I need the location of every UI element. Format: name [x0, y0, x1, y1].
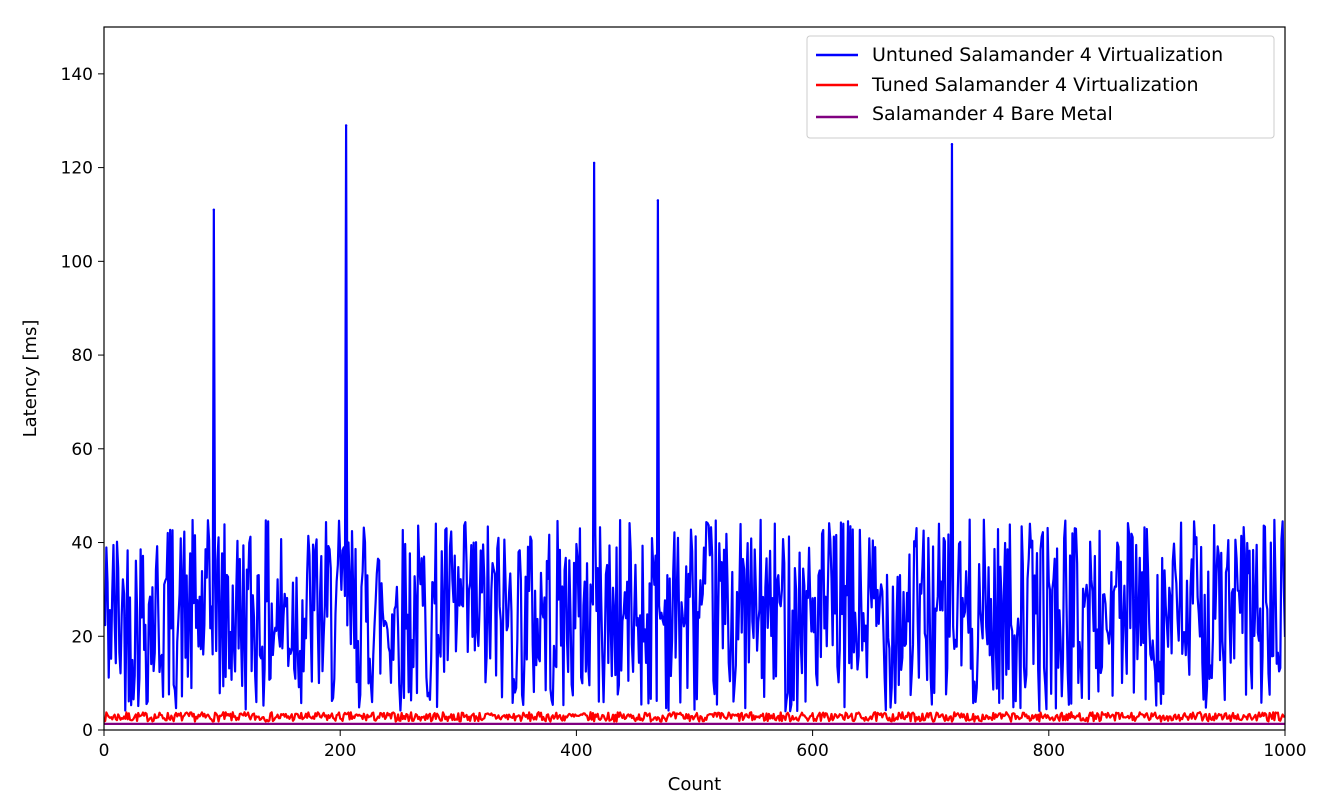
series-line-tuned	[104, 711, 1285, 723]
x-tick-label: 600	[796, 741, 828, 761]
x-tick-label: 400	[560, 741, 592, 761]
legend: Untuned Salamander 4 Virtualization Tune…	[806, 35, 1275, 139]
untuned-spike-point	[656, 199, 660, 202]
y-axis-label: Latency [ms]	[20, 320, 41, 438]
y-tick-label: 100	[61, 252, 93, 272]
y-tick-label: 80	[71, 346, 93, 366]
legend-label-bare-metal: Salamander 4 Bare Metal	[872, 103, 1113, 125]
plot-lines	[104, 124, 1285, 726]
legend-label-tuned: Tuned Salamander 4 Virtualization	[871, 74, 1199, 96]
legend-label-untuned: Untuned Salamander 4 Virtualization	[872, 44, 1223, 66]
legend-box	[806, 35, 1275, 139]
x-tick-label: 0	[99, 741, 110, 761]
x-tick-label: 1000	[1263, 741, 1306, 761]
x-axis-ticks: 0 200 400 600 800 1000	[99, 730, 1307, 761]
untuned-spike-point	[344, 124, 348, 127]
y-tick-label: 140	[61, 65, 93, 85]
untuned-spike-point	[592, 161, 596, 165]
untuned-spike-point	[212, 208, 216, 211]
plot-frame	[103, 26, 1286, 731]
y-tick-label: 40	[71, 534, 93, 554]
y-tick-label: 0	[82, 721, 93, 741]
y-tick-label: 120	[61, 159, 93, 179]
series-line-untuned	[104, 124, 1285, 713]
x-axis-label: Count	[668, 774, 721, 795]
y-axis-ticks: 0 20 40 60 80 100 120 140	[61, 65, 104, 741]
y-tick-label: 60	[71, 440, 93, 460]
x-tick-label: 800	[1033, 741, 1065, 761]
x-tick-label: 200	[324, 741, 356, 761]
y-tick-label: 20	[71, 627, 93, 647]
untuned-spike-point	[950, 142, 954, 146]
